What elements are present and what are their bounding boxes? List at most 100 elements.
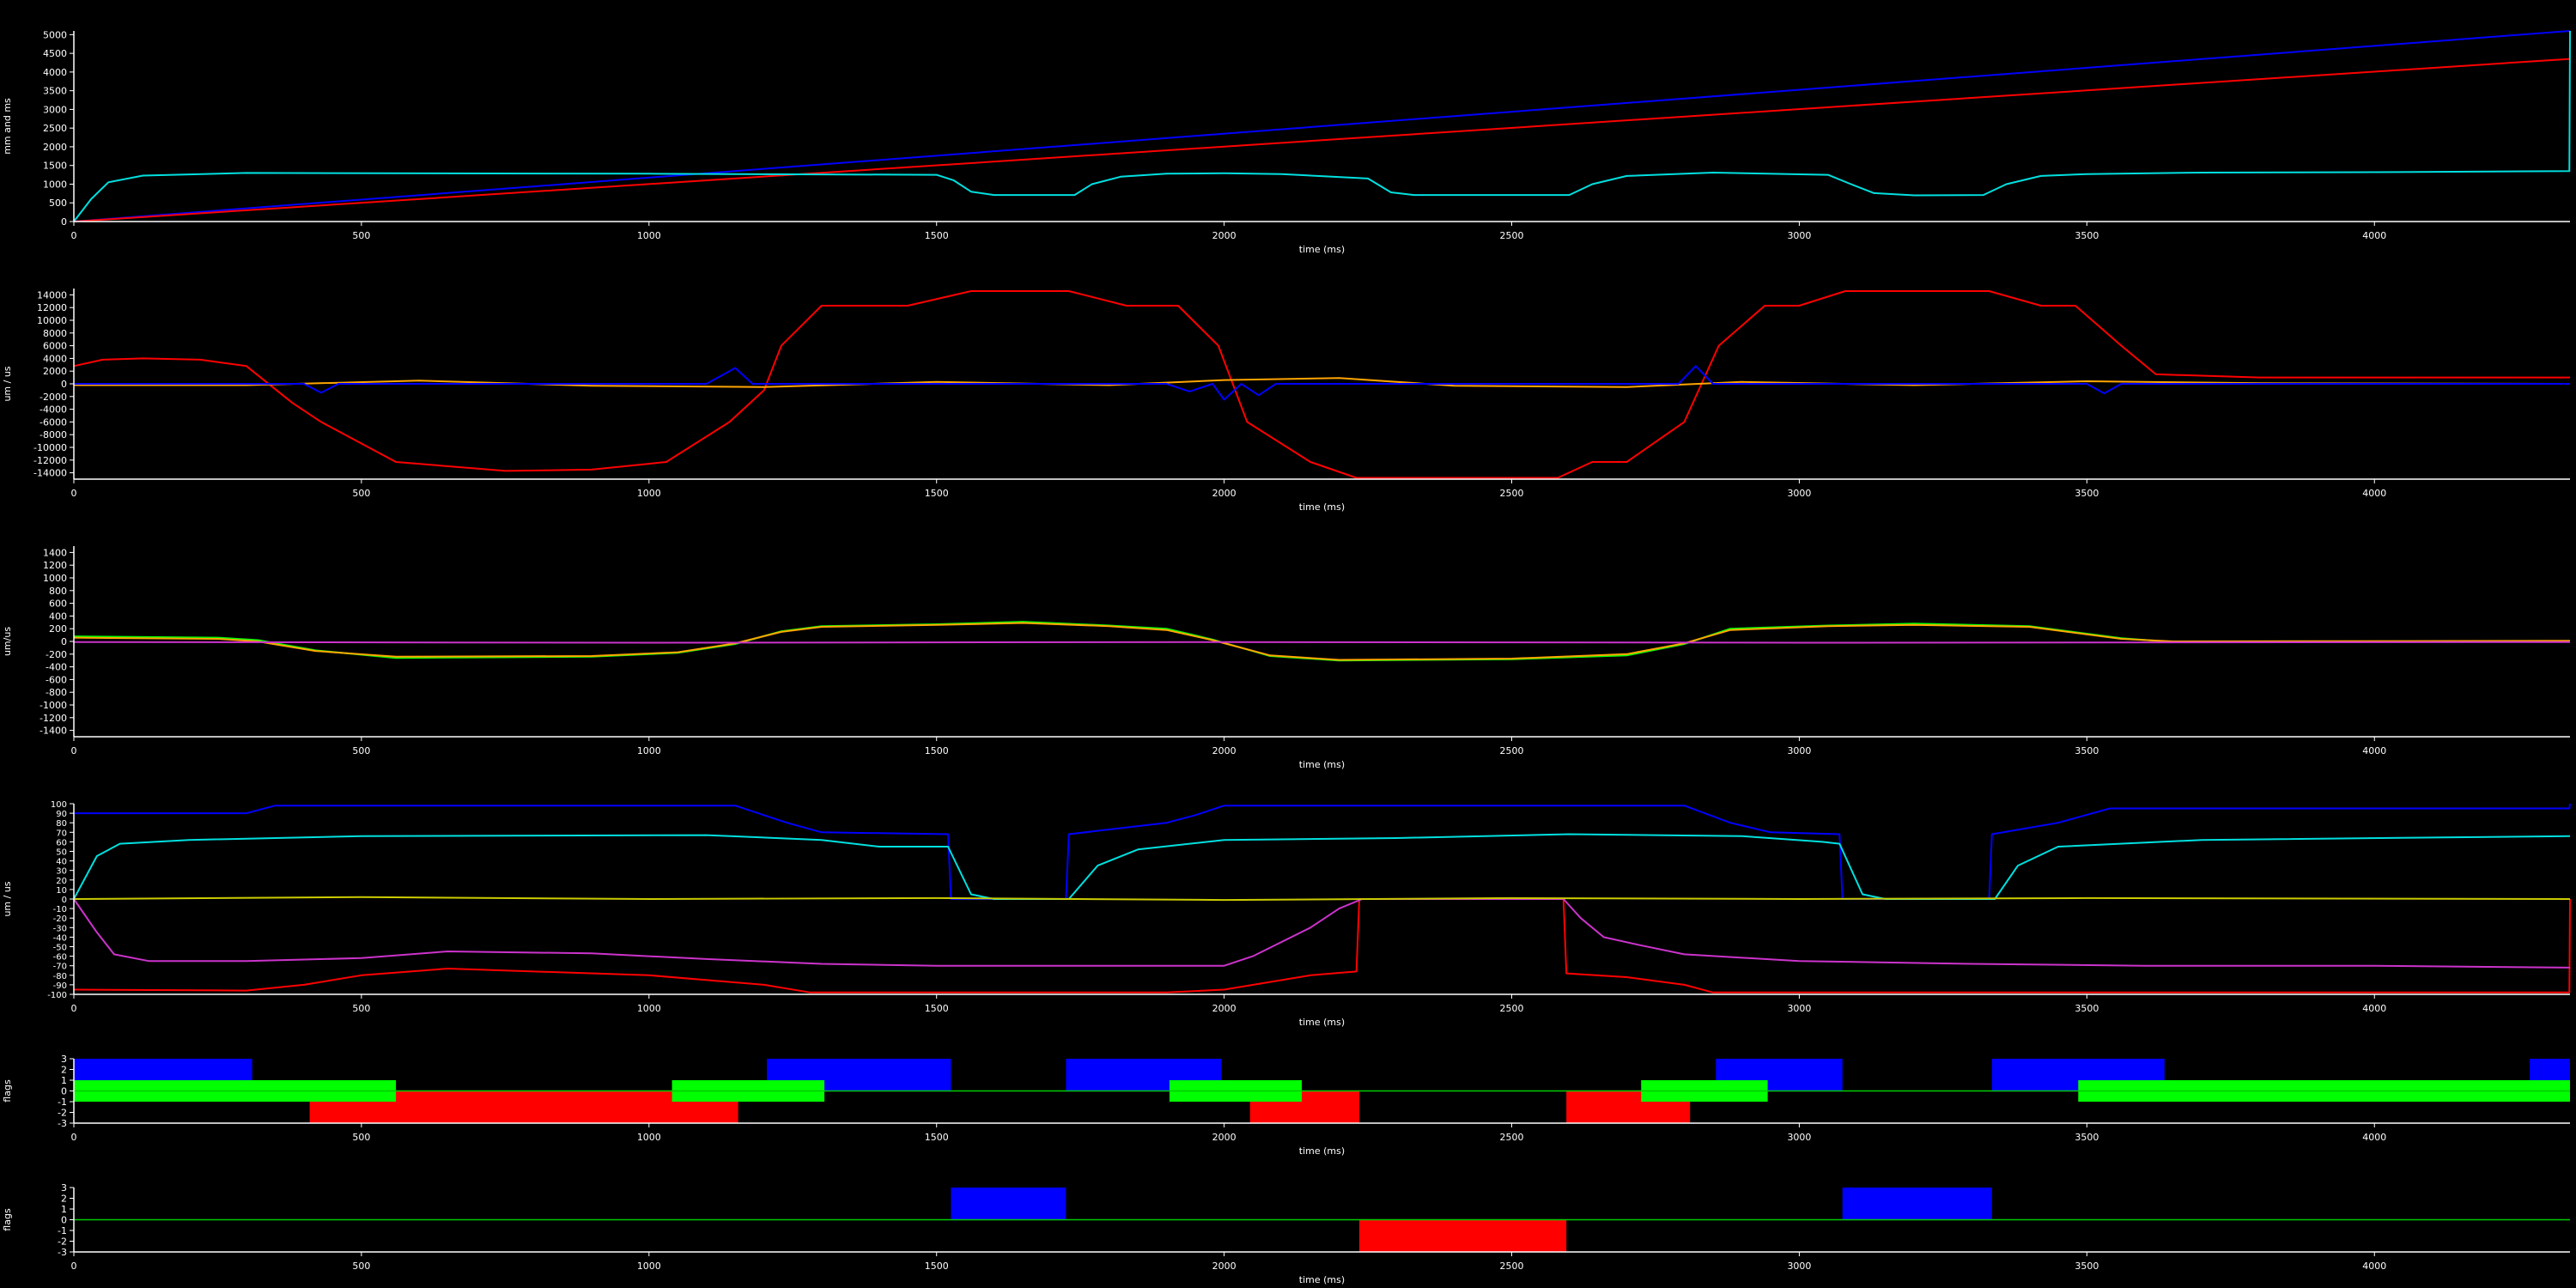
x-tick-label: 3000 — [1787, 745, 1811, 756]
y-tick-label: 50 — [56, 848, 67, 858]
x-tick-label: 1500 — [925, 488, 949, 499]
x-axis-label: time (ms) — [1299, 244, 1345, 255]
x-tick-label: 500 — [352, 488, 370, 499]
x-tick-label: 1000 — [637, 1261, 661, 1272]
y-tick-label: -60 — [53, 953, 67, 963]
x-tick-label: 2000 — [1212, 1132, 1236, 1143]
y-tick-label: 4000 — [43, 67, 67, 78]
x-tick-label: 0 — [71, 1261, 77, 1272]
y-tick-label: 40 — [56, 858, 67, 867]
y-tick-label: -8000 — [39, 429, 67, 440]
y-tick-label: -70 — [53, 963, 67, 972]
y-tick-label: 2500 — [43, 123, 67, 134]
x-tick-label: 2500 — [1500, 1003, 1524, 1014]
chart-panel-1: 0500100015002000250030003500400045005000… — [2, 29, 2571, 255]
y-tick-label: -10000 — [33, 442, 67, 453]
series-line-green — [73, 621, 2571, 662]
y-tick-label: 100 — [51, 800, 67, 810]
y-tick-label: 10000 — [37, 315, 67, 326]
y-tick-label: 200 — [49, 623, 67, 635]
y-tick-label: 8000 — [43, 328, 67, 339]
y-tick-label: 1000 — [43, 573, 67, 584]
x-tick-label: 1500 — [925, 745, 949, 756]
y-tick-label: -800 — [46, 687, 67, 698]
y-tick-label: -3 — [58, 1247, 67, 1258]
x-tick-label: 1500 — [925, 1261, 949, 1272]
x-tick-label: 1000 — [637, 745, 661, 756]
x-tick-label: 4000 — [2362, 230, 2386, 241]
y-tick-label: 1000 — [43, 179, 67, 190]
x-tick-label: 3500 — [2075, 1261, 2099, 1272]
y-tick-label: -3 — [58, 1118, 67, 1129]
y-tick-label: 800 — [49, 586, 67, 597]
y-tick-label: 0 — [62, 896, 67, 905]
x-tick-label: 2000 — [1212, 745, 1236, 756]
flag-block-blue-2 — [1842, 1188, 1992, 1220]
x-tick-label: 2500 — [1500, 1132, 1524, 1143]
y-tick-label: 20 — [56, 877, 67, 886]
y-tick-label: -6000 — [39, 416, 67, 428]
y-tick-label: 0 — [61, 379, 67, 390]
y-tick-label: 2000 — [43, 366, 67, 377]
x-axis-label: time (ms) — [1299, 1145, 1345, 1157]
x-tick-label: 3000 — [1787, 1261, 1811, 1272]
y-tick-label: 3 — [61, 1182, 67, 1194]
x-tick-label: 0 — [71, 230, 77, 241]
y-tick-label: 0 — [61, 1086, 67, 1097]
y-tick-label: 12000 — [37, 302, 67, 313]
series-line-orange — [73, 622, 2571, 661]
y-tick-label: 400 — [49, 611, 67, 622]
y-axis-label: flags — [2, 1208, 13, 1231]
x-tick-label: 2000 — [1212, 1261, 1236, 1272]
y-tick-label: 500 — [49, 197, 67, 209]
series-line-blue — [74, 365, 2570, 401]
y-tick-label: -200 — [46, 649, 67, 660]
x-tick-label: 1000 — [637, 1003, 661, 1014]
x-tick-label: 3000 — [1787, 1132, 1811, 1143]
x-tick-label: 500 — [352, 230, 370, 241]
series-line-blue — [74, 803, 2571, 900]
y-tick-label: 10 — [56, 886, 67, 896]
x-tick-label: 3500 — [2075, 488, 2099, 499]
y-tick-label: -90 — [53, 981, 67, 991]
x-tick-label: 3500 — [2075, 1132, 2099, 1143]
y-axis-label: um/us — [2, 627, 13, 656]
x-tick-label: 3500 — [2075, 1003, 2099, 1014]
y-tick-label: 1 — [61, 1204, 67, 1215]
y-axis-label: mm and ms — [2, 98, 13, 155]
x-tick-label: 2000 — [1212, 230, 1236, 241]
y-tick-label: 4500 — [43, 48, 67, 59]
x-axis-label: time (ms) — [1299, 501, 1345, 513]
series-line-yellow — [73, 896, 2571, 902]
y-tick-label: 3 — [61, 1054, 67, 1065]
y-tick-label: 2 — [61, 1065, 67, 1076]
x-tick-label: 3500 — [2075, 745, 2099, 756]
y-tick-label: -1400 — [39, 726, 67, 737]
y-tick-label: 1500 — [43, 161, 67, 172]
y-tick-label: 1 — [61, 1075, 67, 1086]
y-tick-label: -40 — [53, 933, 67, 943]
y-tick-label: -20 — [53, 914, 67, 924]
x-tick-label: 4000 — [2362, 1132, 2386, 1143]
x-tick-label: 4000 — [2362, 1261, 2386, 1272]
y-tick-label: -2000 — [39, 392, 67, 403]
x-tick-label: 4000 — [2362, 745, 2386, 756]
x-tick-label: 1500 — [925, 230, 949, 241]
x-axis-label: time (ms) — [1299, 1017, 1345, 1028]
flag-block-red-3 — [1359, 1219, 1567, 1252]
y-tick-label: 1400 — [43, 547, 67, 558]
y-tick-label: 3000 — [43, 104, 67, 115]
x-tick-label: 3000 — [1787, 230, 1811, 241]
series-line-blue — [73, 30, 2571, 222]
y-tick-label: -1 — [58, 1097, 67, 1108]
y-tick-label: 1200 — [43, 560, 67, 571]
y-tick-label: 0 — [61, 636, 67, 647]
y-tick-label: -2 — [58, 1236, 67, 1248]
series-line-red — [73, 290, 2570, 479]
x-tick-label: 4000 — [2362, 1003, 2386, 1014]
chart-panel-2: -14000 -12000 -10000 -8000-6000-4000-2000 0 2… — [2, 289, 2571, 513]
x-tick-label: 1500 — [925, 1132, 949, 1143]
y-tick-label: -80 — [53, 972, 67, 981]
